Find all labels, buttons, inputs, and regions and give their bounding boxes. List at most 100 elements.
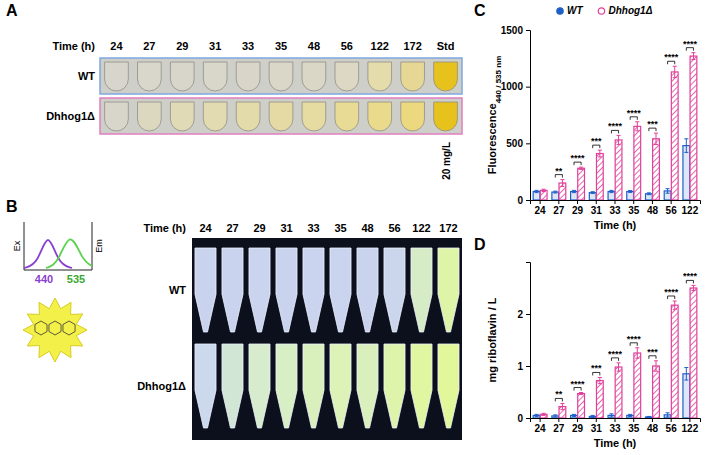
tube [335,102,359,131]
error-bar [609,190,613,192]
axis-title: Fluorescence440 / 535 nm [486,56,503,175]
tick-mark [526,314,530,315]
tube [249,248,270,332]
error-bar [553,415,557,417]
bar [671,305,678,418]
tick-label: 56 [666,205,678,216]
tick-label: 27 [553,423,565,434]
significance-label: *** [591,363,602,373]
bar [683,146,690,200]
row-label: WT [169,284,186,296]
significance-label: **** [608,349,623,359]
error-bar [684,368,688,380]
tick-label: 33 [609,423,621,434]
tube [330,344,351,428]
significance-label: **** [683,39,698,49]
error-bar [684,139,688,153]
tick-mark [526,30,530,31]
axis-line [526,263,531,419]
error-bar [654,361,658,371]
tick-mark [652,418,653,422]
tick-mark [577,200,578,204]
axis-title-main: Fluorescence [486,103,498,174]
tick: 35 [628,200,640,216]
error-bar [609,414,613,417]
time-label: 48 [308,40,320,52]
tube [222,344,243,428]
tube [236,62,260,91]
tube [138,102,162,131]
bar [653,139,660,200]
time-label: 29 [253,222,265,234]
axis-line [531,201,701,205]
error-bar [635,348,639,358]
wavelength-label: 440 [35,273,53,285]
tick-label: 0 [517,195,523,206]
time-label: 56 [341,40,353,52]
significance-label: **** [664,287,679,297]
time-label: 24 [199,222,212,234]
error-bar [560,403,564,409]
tube [384,248,405,332]
axis-title: Time (h) [594,219,637,231]
tick: 33 [609,418,621,434]
tick-mark [671,200,672,204]
significance-label: **** [608,121,623,131]
tick: 122 [682,200,699,216]
bar [690,288,697,418]
plot-marks [533,285,697,418]
tick-mark [596,200,597,204]
time-label: 35 [334,222,346,234]
tick: 1000 [501,81,530,92]
bar [596,381,603,418]
tick-mark [689,418,690,422]
tick: 31 [591,418,603,434]
time-label: 27 [143,40,155,52]
tick: 29 [572,418,584,434]
glow-icon [23,298,87,362]
tick: 35 [628,418,640,434]
legend: WTDhhog1Δ [557,5,653,16]
molecule-ring [63,321,75,335]
tube [302,62,326,91]
tick: 0 [517,195,530,206]
tick-mark [526,366,530,367]
error-bar [666,189,670,194]
significance-label: **** [571,379,586,389]
chart-panel: C2427293133354856122050010001500Time (h)… [474,2,701,231]
time-label: 33 [307,222,319,234]
bar [596,154,603,200]
molecule-ring [35,321,47,335]
tube [434,102,458,131]
spectrum-frame [24,222,92,270]
tube [105,102,129,131]
tick-label: 122 [682,205,699,216]
error-bar [617,135,621,144]
tick-label: 48 [647,423,659,434]
tube [411,248,432,332]
y-axis: 012 [517,263,530,424]
tick: 1500 [501,25,530,36]
tick-label: 27 [553,205,565,216]
time-label: Std [437,40,455,52]
tube [195,248,216,332]
tick: 56 [666,418,678,434]
bar [589,193,596,200]
molecule-ring [49,321,61,335]
significance-label: **** [683,271,698,281]
error-bar [628,191,632,193]
tube [368,102,392,131]
tube [330,248,351,332]
tick-label: 24 [535,423,547,434]
plot-marks [533,53,697,200]
error-bar [598,377,602,383]
tube [357,344,378,428]
tube [203,62,227,91]
tube [411,344,432,428]
legend-symbol [557,8,563,14]
panel-letter: D [474,236,486,253]
wavelength-label: 535 [67,273,85,285]
tick-label: 35 [628,205,640,216]
bar [552,192,559,200]
error-bar [542,189,546,191]
